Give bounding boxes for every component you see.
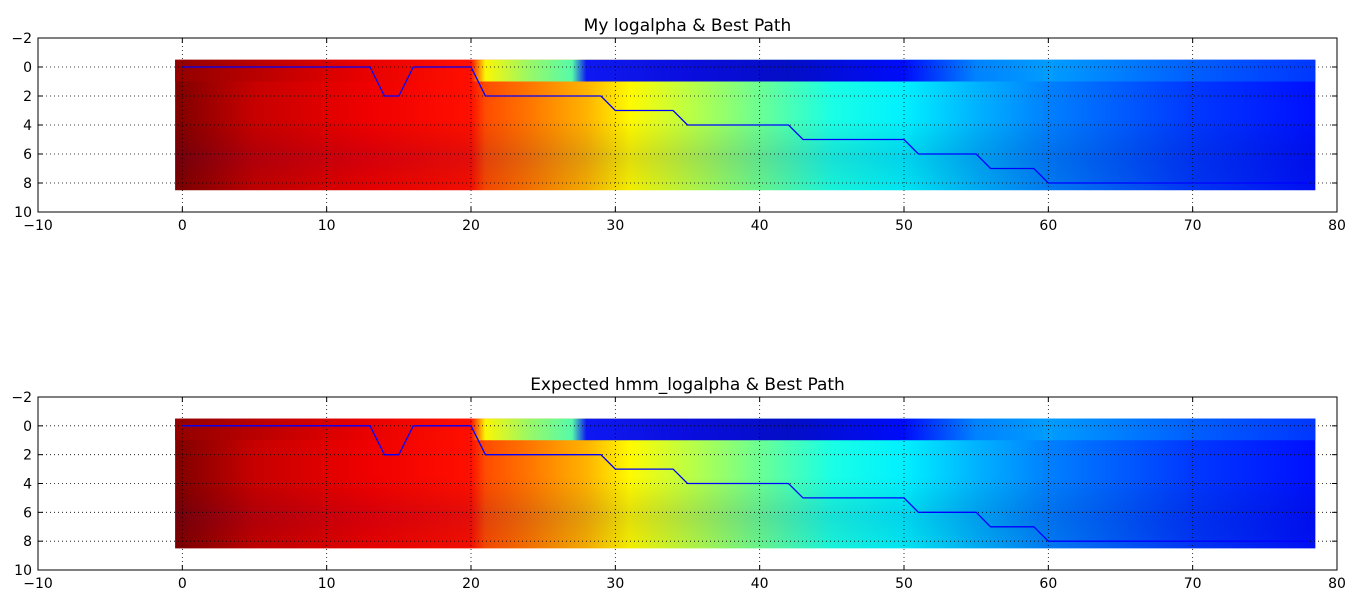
y-tick-label: 8 — [23, 534, 32, 550]
y-tick-label: −2 — [11, 390, 32, 406]
x-tick-label: −10 — [23, 576, 53, 592]
x-tick-label: 60 — [1039, 218, 1057, 234]
x-tick-label: 30 — [606, 576, 624, 592]
x-tick-label: 0 — [178, 218, 187, 234]
x-tick-label: 20 — [462, 576, 480, 592]
y-tick-label: 10 — [14, 563, 32, 579]
x-tick-label: 80 — [1328, 576, 1346, 592]
x-tick-label: 10 — [318, 218, 336, 234]
x-tick-label: 0 — [178, 576, 187, 592]
x-tick-label: 60 — [1039, 576, 1057, 592]
y-tick-label: 2 — [23, 89, 32, 105]
y-tick-label: 6 — [23, 505, 32, 521]
best-path-line — [182, 66, 1309, 184]
chart-title: My logalpha & Best Path — [584, 16, 792, 36]
x-tick-label: 10 — [318, 576, 336, 592]
best-path-line — [182, 425, 1309, 542]
x-tick-label: 70 — [1184, 576, 1202, 592]
x-tick-label: −10 — [23, 218, 53, 234]
y-tick-label: 4 — [23, 118, 32, 134]
x-tick-label: 50 — [895, 218, 913, 234]
chart-title: Expected hmm_logalpha & Best Path — [530, 375, 845, 395]
x-tick-label: 70 — [1184, 218, 1202, 234]
x-tick-label: 20 — [462, 218, 480, 234]
x-tick-label: 50 — [895, 576, 913, 592]
x-tick-label: 80 — [1328, 218, 1346, 234]
x-tick-label: 30 — [606, 218, 624, 234]
top-panel: −10 0 10 20 30 40 50 60 70 80 −2 0 2 4 6 8 10 My logalpha… — [11, 16, 1346, 234]
x-tick-label: 40 — [751, 576, 769, 592]
y-tick-label: 0 — [23, 419, 32, 435]
y-tick-label: 2 — [23, 448, 32, 464]
y-tick-label: 10 — [14, 205, 32, 221]
y-tick-label: −2 — [11, 31, 32, 47]
y-tick-label: 0 — [23, 60, 32, 76]
bottom-panel: −10 0 10 20 30 40 50 60 70 80 −2 0 2 4 6 8 10 Expected hm… — [11, 375, 1346, 592]
y-tick-label: 4 — [23, 477, 32, 493]
y-tick-label: 8 — [23, 176, 32, 192]
x-tick-label: 40 — [751, 218, 769, 234]
y-tick-label: 6 — [23, 147, 32, 163]
